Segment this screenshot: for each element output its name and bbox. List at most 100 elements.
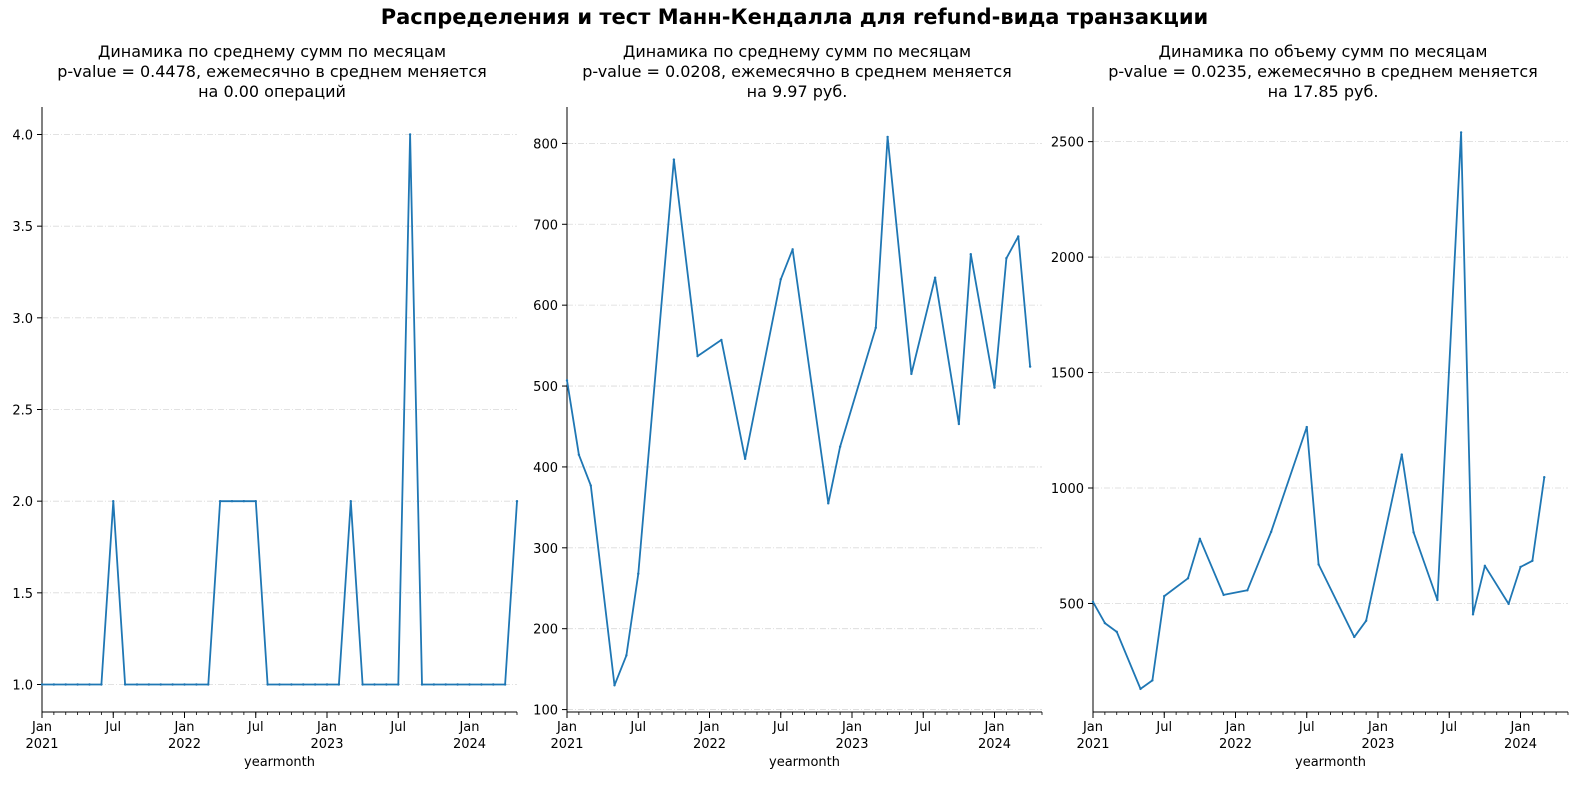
data-point — [492, 683, 495, 686]
data-point — [1186, 577, 1190, 580]
data-point — [1028, 365, 1032, 368]
data-point — [577, 453, 581, 456]
data-point — [1400, 453, 1403, 456]
chart-3-title-line-2: p-value = 0.0235, ежемесячно в среднем м… — [1108, 62, 1538, 81]
data-point — [625, 654, 628, 657]
y-tick-label: 200 — [533, 623, 558, 638]
x-tick-label: 2023 — [835, 737, 868, 752]
x-tick-label: 2024 — [978, 737, 1011, 752]
data-point — [207, 683, 210, 686]
data-point — [1459, 131, 1463, 134]
data-point — [325, 683, 329, 686]
data-point — [123, 683, 127, 686]
data-point — [720, 338, 723, 342]
data-point — [1412, 531, 1415, 534]
x-axis-label: yearmonth — [244, 755, 315, 770]
x-tick-label: Jan — [841, 720, 862, 735]
data-point — [827, 502, 830, 505]
data-point — [480, 683, 483, 686]
data-point — [88, 683, 91, 686]
x-axis-label: yearmonth — [1295, 755, 1366, 770]
data-point — [1483, 564, 1487, 568]
x-tick-label: Jul — [772, 720, 789, 735]
chart-1-title-line-1: Динамика по среднему сумм по месяцам — [97, 42, 447, 61]
data-point — [637, 572, 640, 575]
y-tick-label: 2.5 — [12, 404, 33, 419]
figure-title: Распределения и тест Манн-Кендалла для r… — [380, 5, 1209, 29]
data-point — [456, 683, 459, 686]
x-tick-label: Jan — [1082, 720, 1103, 735]
data-point — [1005, 257, 1008, 260]
x-tick-label: Jan — [1224, 720, 1245, 735]
x-tick-label: 2022 — [693, 737, 726, 752]
data-point — [290, 683, 293, 686]
data-point — [933, 276, 937, 279]
chart-3: 500 1000 1500 2000 2500 Jan 2021 Jul Jan 2022 Jul J… — [1051, 107, 1569, 770]
data-point — [1471, 613, 1475, 616]
data-point — [1269, 530, 1273, 534]
data-point — [1519, 565, 1522, 569]
data-point — [1353, 635, 1356, 639]
data-point — [1222, 593, 1225, 597]
data-point — [349, 499, 352, 503]
x-tick-label: Jul — [247, 720, 264, 735]
chart-3-title: Динамика по объему сумм по месяцам p-val… — [1073, 42, 1573, 102]
data-point — [1436, 598, 1439, 602]
x-tick-label: 2022 — [168, 737, 201, 752]
x-axis-label: yearmonth — [769, 755, 840, 770]
data-point — [1103, 621, 1107, 625]
y-tick-label: 3.0 — [12, 312, 33, 327]
data-point — [432, 683, 436, 686]
data-point — [1198, 537, 1202, 541]
x-tick-label: 2021 — [550, 737, 583, 752]
data-point — [183, 683, 186, 686]
data-point — [957, 422, 961, 426]
x-tick-label: 2021 — [25, 737, 58, 752]
y-tick-label: 1.5 — [12, 587, 33, 602]
x-tick-label: Jul — [389, 720, 406, 735]
x-tick-label: Jan — [698, 720, 719, 735]
data-point — [337, 683, 341, 686]
x-tick-label: 2023 — [1361, 737, 1394, 752]
data-point — [52, 683, 56, 686]
x-tick-label: Jul — [629, 720, 646, 735]
x-tick-label: Jul — [1298, 720, 1315, 735]
chart-3-title-line-1: Динамика по объему сумм по месяцам — [1158, 42, 1488, 61]
x-tick-label: Jan — [1509, 720, 1530, 735]
data-point — [515, 499, 519, 503]
x-tick-label: 2024 — [453, 737, 486, 752]
data-point — [1246, 589, 1249, 592]
data-point — [242, 499, 246, 503]
data-point — [76, 683, 79, 686]
data-point — [397, 683, 400, 686]
x-tick-label: Jan — [173, 720, 194, 735]
data-point — [40, 683, 44, 686]
y-tick-label: 300 — [533, 542, 558, 557]
y-tick-label: 1500 — [1051, 367, 1084, 382]
data-point — [361, 683, 364, 686]
data-point — [420, 683, 424, 686]
x-tick-label: 2023 — [310, 737, 343, 752]
data-point — [613, 684, 616, 687]
data-point — [64, 683, 67, 686]
y-tick-label: 1000 — [1051, 482, 1084, 497]
x-tick-label: Jul — [1440, 720, 1457, 735]
chart-2-title-line-1: Динамика по среднему сумм по месяцам — [622, 42, 972, 61]
chart-2-title: Динамика по среднему сумм по месяцам p-v… — [547, 42, 1047, 102]
data-point — [373, 683, 376, 686]
chart-1-title: Динамика по среднему сумм по месяцам p-v… — [22, 42, 522, 102]
y-tick-label: 400 — [533, 461, 558, 476]
x-tick-label: Jul — [104, 720, 121, 735]
chart-2-title-line-2: p-value = 0.0208, ежемесячно в среднем м… — [582, 62, 1012, 81]
x-tick-label: Jan — [983, 720, 1004, 735]
series-line — [566, 135, 1031, 687]
data-point — [218, 499, 222, 503]
y-tick-label: 600 — [533, 299, 558, 314]
data-point — [1151, 679, 1154, 682]
data-point — [503, 683, 507, 686]
data-point — [1364, 619, 1368, 622]
y-tick-label: 500 — [1059, 597, 1084, 612]
data-point — [408, 133, 412, 136]
x-tick-label: 2022 — [1219, 737, 1252, 752]
